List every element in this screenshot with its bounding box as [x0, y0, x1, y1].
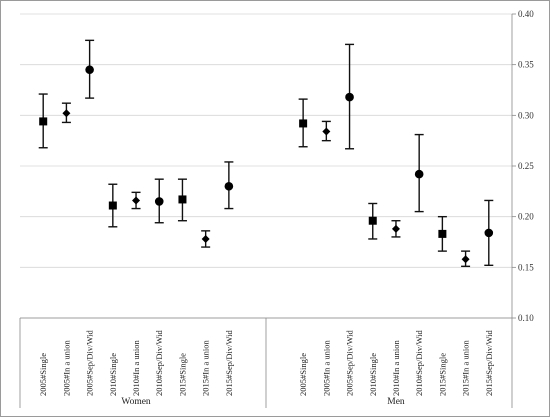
point-diamond	[201, 234, 210, 243]
data-points	[38, 39, 494, 268]
point-circle	[85, 65, 94, 75]
point-circle	[224, 181, 234, 191]
category-label: 2015#Sep/Div/Wid	[224, 329, 234, 396]
category-label: 2005#Single	[298, 353, 308, 396]
category-label: 2005#Sep/Div/Wid	[345, 329, 355, 396]
point-square	[368, 216, 377, 225]
y-tick-label: 0.40	[518, 9, 534, 19]
point-square	[178, 195, 187, 204]
group-label: Women	[121, 397, 151, 407]
point-circle	[154, 197, 164, 206]
category-label: 2015#Single	[177, 353, 187, 396]
point-circle	[414, 169, 424, 179]
point-diamond	[132, 196, 141, 205]
y-tick-label: 0.20	[518, 212, 534, 222]
y-tick-label: 0.25	[518, 161, 534, 171]
point-diamond	[62, 109, 71, 118]
category-label: 2010#Single	[108, 353, 118, 396]
category-label: 2010#In a union	[391, 340, 401, 396]
category-label: 2010#Sep/Div/Wid	[414, 329, 424, 396]
y-tick-label: 0.15	[518, 262, 534, 272]
point-circle	[484, 228, 494, 238]
y-tick-label: 0.35	[518, 60, 534, 70]
point-diamond	[461, 255, 470, 264]
category-label: 2015#In a union	[461, 340, 471, 396]
axes	[19, 13, 516, 408]
category-label: 2010#Single	[368, 353, 378, 396]
point-square	[39, 117, 48, 126]
gridlines	[20, 13, 512, 319]
category-label: 2010#In a union	[131, 340, 141, 396]
category-label: 2015#Sep/Div/Wid	[484, 329, 494, 396]
category-label: 2005#Sep/Div/Wid	[85, 329, 95, 396]
point-circle	[345, 92, 354, 102]
category-label: 2005#In a union	[321, 340, 331, 396]
category-label: 2005#Single	[38, 353, 48, 396]
category-label: 2010#Sep/Div/Wid	[154, 329, 164, 396]
y-tick-labels: 0.10 0.15 0.20 0.25 0.30 0.35 0.40	[518, 9, 534, 323]
y-tick-label: 0.10	[518, 313, 534, 323]
point-square	[438, 229, 447, 238]
group-label: Men	[387, 397, 405, 407]
y-tick-label: 0.30	[518, 110, 534, 120]
category-label: 2005#In a union	[61, 340, 71, 396]
category-label: 2015#In a union	[201, 340, 211, 396]
point-square	[108, 201, 117, 210]
group-labels: Women Men	[121, 397, 405, 407]
point-diamond	[322, 127, 331, 136]
category-labels: 2005#Single 2005#In a union 2005#Sep/Div/W…	[38, 329, 494, 396]
category-label: 2015#Single	[437, 353, 447, 396]
point-diamond	[391, 224, 400, 233]
point-square	[299, 119, 308, 128]
